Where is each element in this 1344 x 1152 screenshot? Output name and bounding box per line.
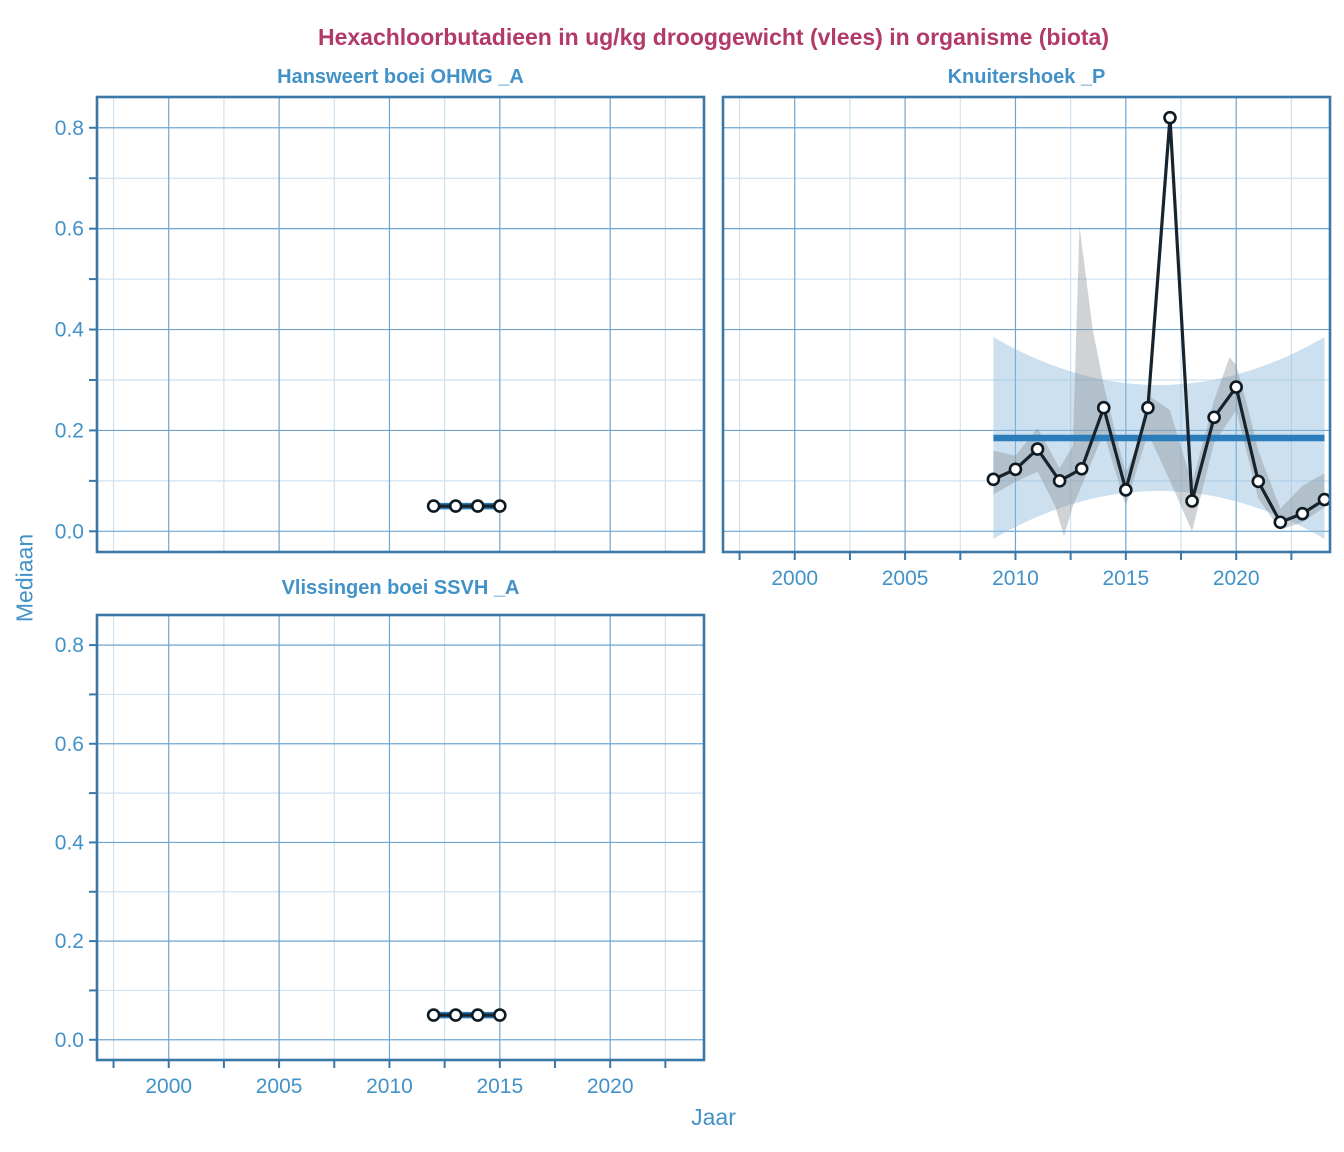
data-point — [1052, 474, 1067, 488]
data-point — [1030, 442, 1045, 456]
data-point — [1229, 380, 1243, 394]
x-tick-label: 2020 — [1213, 567, 1260, 590]
data-point — [1317, 492, 1331, 507]
data-point — [1074, 461, 1089, 476]
data-point — [493, 1008, 507, 1022]
y-tick-label: 0.8 — [55, 634, 84, 657]
y-tick-label: 0.8 — [55, 117, 84, 140]
y-tick-label: 0.2 — [55, 419, 84, 442]
data-point — [1251, 474, 1266, 489]
data-point — [448, 499, 463, 513]
data-point — [1141, 400, 1155, 415]
panel-1: 2000 2005 2010 2015 2020 — [721, 95, 1332, 590]
data-point — [426, 499, 441, 513]
x-tick-label: 2020 — [587, 1075, 634, 1098]
x-tick-label: 2005 — [882, 567, 929, 590]
data-point — [1185, 494, 1199, 508]
x-tick-label: 2000 — [771, 567, 818, 590]
y-tick-label: 0.4 — [55, 831, 85, 854]
y-tick-label: 0.6 — [55, 218, 84, 241]
data-point — [493, 499, 507, 513]
panel-2: 2000 2005 2010 2015 2020 0.0 0.2 0.4 0.6 0.8 — [55, 613, 706, 1098]
chart-title: Hexachloorbutadieen in ug/kg drooggewich… — [317, 24, 1110, 50]
panel-border — [95, 613, 706, 1062]
y-tick-label: 0.6 — [55, 733, 84, 756]
y-tick-label: 0.4 — [55, 319, 85, 342]
data-point — [1163, 110, 1177, 125]
panel-border — [721, 95, 1332, 554]
x-axis-label: Jaar — [691, 1104, 736, 1130]
data-point — [470, 499, 485, 513]
y-tick-label: 0.2 — [55, 930, 84, 953]
y-tick-label: 0.0 — [55, 1029, 84, 1052]
median-series-line — [991, 116, 1327, 524]
x-tick-label: 2010 — [992, 567, 1039, 590]
y-axis-label: Mediaan — [11, 533, 38, 623]
data-point — [1207, 410, 1221, 425]
data-point — [1295, 506, 1310, 521]
panel-title-vlissingen: Vlissingen boei SSVH _A — [281, 577, 520, 599]
data-point — [448, 1008, 463, 1022]
x-tick-label: 2015 — [1102, 567, 1149, 590]
x-tick-label: 2005 — [256, 1075, 303, 1098]
smooth-confidence-band — [993, 226, 1325, 537]
data-point — [986, 472, 1001, 487]
y-tick-label: 0.0 — [55, 520, 84, 543]
panel-border — [95, 95, 706, 554]
data-point — [1119, 483, 1133, 497]
panel-title-knuitershoek: Knuitershoek _P — [947, 66, 1106, 88]
data-point — [1273, 515, 1288, 530]
data-point — [1008, 462, 1023, 477]
data-point — [426, 1008, 441, 1022]
data-point — [1096, 400, 1111, 415]
x-tick-label: 2000 — [145, 1075, 192, 1098]
x-tick-label: 2010 — [366, 1075, 413, 1098]
data-point — [470, 1008, 485, 1022]
panel-0: 0.0 0.2 0.4 0.6 0.8 — [55, 95, 706, 554]
panel-title-hansweert: Hansweert boei OHMG _A — [277, 66, 524, 88]
x-tick-label: 2015 — [476, 1075, 523, 1098]
